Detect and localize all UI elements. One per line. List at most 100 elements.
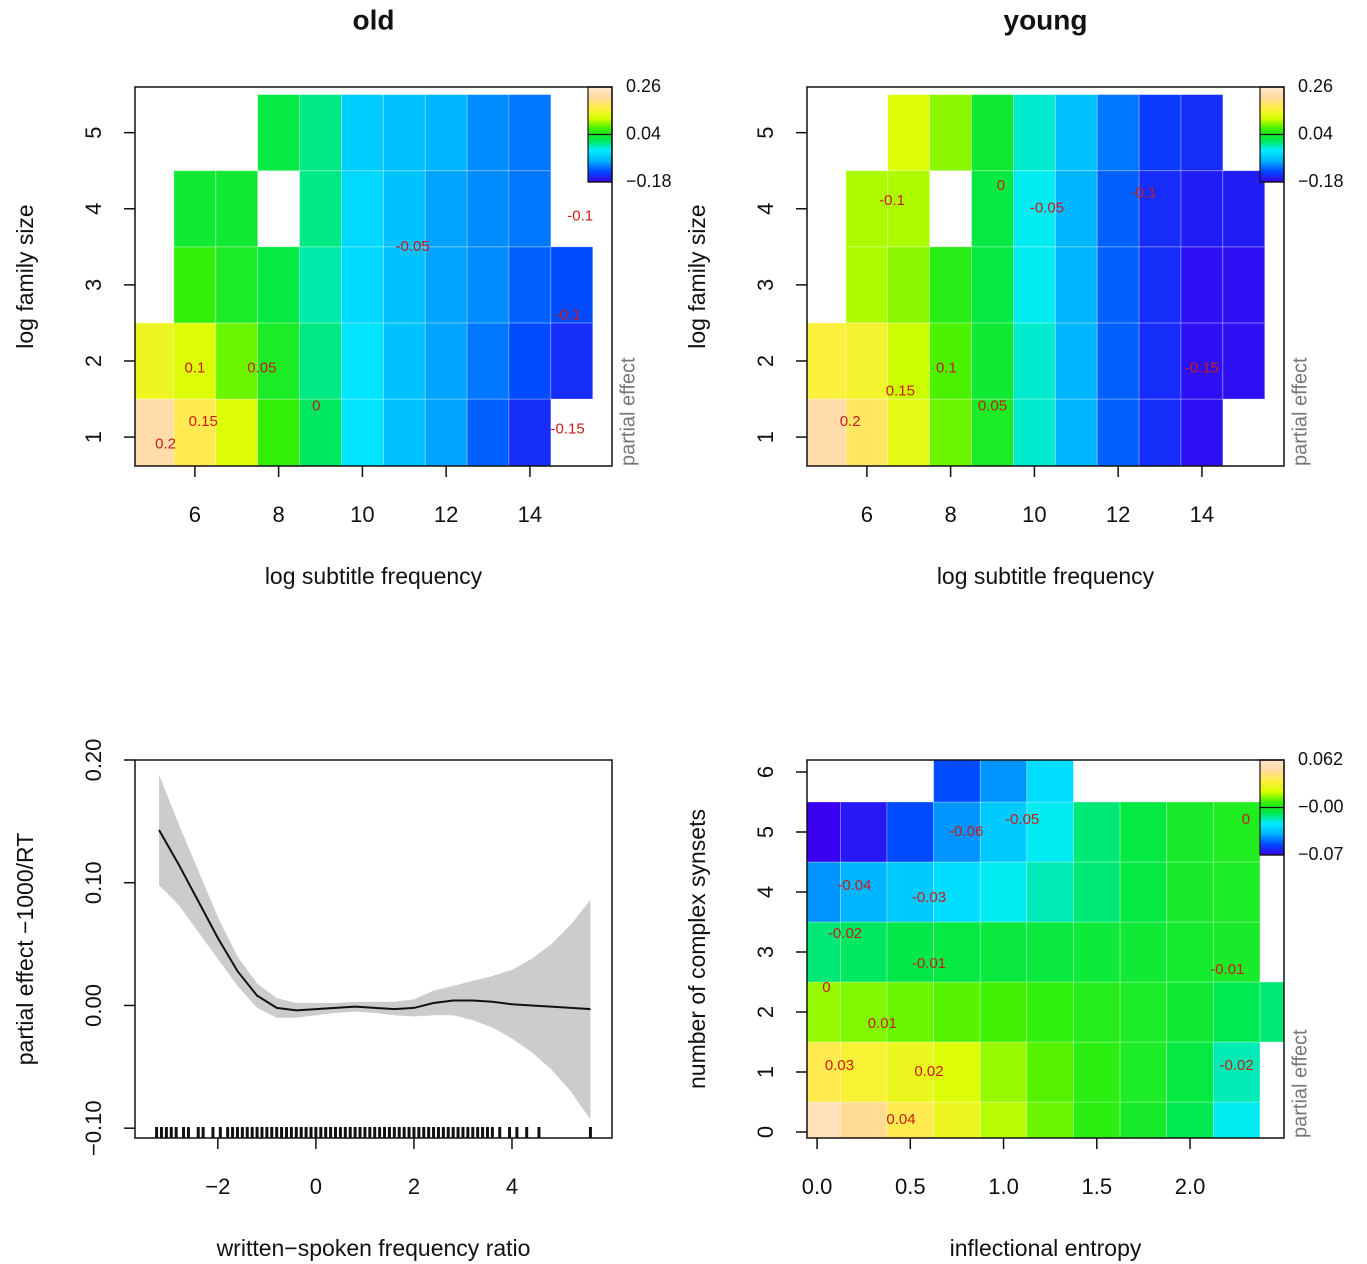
x-tick-label: 8 [945,502,957,527]
heat-cell [971,94,1014,172]
y-tick-label: 6 [753,766,778,778]
x-tick-label: 0.5 [895,1174,926,1199]
y-tick-label: 5 [81,127,106,139]
heat-cell [845,322,889,400]
heat-cell [1096,398,1140,466]
plot-area: 0.2 0.15 0.1 0.05 0 -0.05 -0.1 -0.1 -0.15 [135,94,594,466]
y-tick-label: 5 [753,127,778,139]
heat-cell [424,170,468,248]
heat-cell [933,1101,981,1138]
contour-label: 0.15 [189,413,218,430]
heat-cell [1166,861,1214,923]
heat-cell [382,94,426,172]
heat-cell [508,322,552,400]
heat-cell [215,322,259,400]
y-tick-label: 1 [753,431,778,443]
x-tick-label: 0.0 [802,1174,833,1199]
heat-cell [1259,981,1284,1043]
x-tick-label: 14 [1190,502,1214,527]
smooth-line [158,829,591,1012]
x-tick-label: 2 [408,1174,420,1199]
y-tick-label: 4 [81,203,106,215]
colorbar-label: 0.062 [1298,749,1343,769]
heat-cell [1166,801,1214,863]
heat-cell [1222,322,1266,400]
contour-label: 0.02 [914,1063,943,1080]
x-axis-label: log subtitle frequency [265,563,483,589]
contour-label: 0.05 [247,360,276,377]
contour-label: 0.03 [825,1057,854,1074]
contour-label: -0.05 [396,238,430,255]
y-tick-label: 1 [81,431,106,443]
heat-cell [466,322,510,400]
x-tick-label: 8 [273,502,285,527]
contour-label: -0.01 [1210,961,1244,978]
heat-cell [1054,246,1098,324]
x-tick-label: 1.5 [1081,1174,1112,1199]
heat-cell [508,94,552,172]
heat-cell [1026,1041,1074,1103]
contour-label: -0.1 [555,306,581,323]
colorbar-title: partial effect [1289,1029,1311,1138]
x-axis-label: inflectional entropy [950,1235,1142,1261]
heat-cell [382,246,426,324]
heat-cell [257,94,300,172]
heat-cell [1180,170,1224,248]
x-tick-label: 14 [518,502,542,527]
heat-cell [382,398,426,466]
heat-cell [1119,861,1168,923]
heat-cell [979,801,1028,863]
x-tick-label: 2.0 [1175,1174,1206,1199]
heat-cell [1119,921,1168,983]
heat-cell [299,246,342,324]
heat-cell [1138,170,1182,248]
heat-cell [887,246,931,324]
heat-cell [1096,94,1140,172]
heat-cell [1013,398,1056,466]
heat-cell [299,170,342,248]
heat-cell [886,1041,935,1103]
contour-label: 0 [822,979,830,996]
heat-cell [979,1101,1028,1138]
heat-cell [971,398,1014,466]
x-tick-label: 6 [861,502,873,527]
heat-cell [933,861,981,923]
heat-cell [1138,94,1182,172]
heat-cell [887,170,931,248]
contour-label: -0.15 [1185,360,1219,377]
heat-cell [929,94,972,172]
x-tick-label: 4 [506,1174,518,1199]
heat-cell [1119,1041,1168,1103]
heat-cell [1212,1041,1261,1103]
heat-cell [933,760,981,803]
heat-cell [886,981,935,1043]
heat-cell [1026,801,1074,863]
heat-cell [173,398,217,466]
heat-cell [887,398,931,466]
heat-cell [839,801,888,863]
panel-title: old [353,4,395,35]
heat-cell [979,861,1028,923]
heat-cell [550,246,594,324]
contour-label: -0.04 [837,877,871,894]
heat-cell [135,322,175,400]
heat-cell [257,322,300,400]
contour-label: -0.02 [1220,1057,1254,1074]
y-tick-label: 0.20 [81,739,106,782]
contour-label: 0 [1242,811,1250,828]
y-tick-label: −0.10 [81,1100,106,1156]
heat-cell [1180,246,1224,324]
heat-cell [1166,1101,1214,1138]
heat-cell [215,170,259,248]
heat-cell [1026,1101,1074,1138]
contour-label: -0.05 [1005,811,1039,828]
heat-cell [979,760,1028,803]
heat-cell [887,94,931,172]
heat-cell [299,94,342,172]
heat-cell [341,170,384,248]
heat-cell [807,861,841,923]
colorbar-label: 0.04 [626,123,661,143]
heat-cell [807,322,847,400]
heat-cell [1073,1101,1121,1138]
